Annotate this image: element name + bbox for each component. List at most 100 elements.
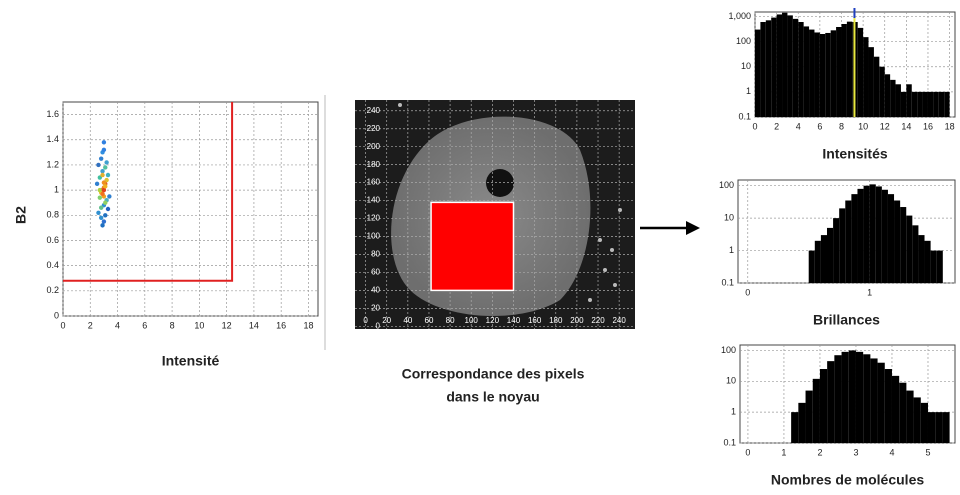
point <box>101 140 107 145</box>
y-tick-label: 0.6 <box>46 235 59 245</box>
bar <box>830 30 837 118</box>
x-tick-label: 2 <box>817 447 822 457</box>
speck <box>398 103 402 107</box>
bar <box>765 20 772 117</box>
bar <box>906 390 914 443</box>
bar <box>803 26 810 118</box>
bar <box>791 412 799 443</box>
y-tick-label: 10 <box>741 61 751 71</box>
bar <box>942 412 950 443</box>
point <box>98 156 104 161</box>
bar <box>884 369 892 443</box>
y-tick-label: 80 <box>371 250 380 259</box>
y-tick-label: 60 <box>371 268 380 277</box>
point <box>94 181 100 187</box>
bar <box>938 91 945 117</box>
x-tick-label: 200 <box>570 316 584 325</box>
bar <box>798 22 804 118</box>
y-tick-label: 200 <box>367 142 381 151</box>
arrow-head <box>686 221 700 235</box>
y-tick-label: 0.1 <box>723 437 736 447</box>
nucleolus <box>486 169 514 197</box>
y-tick-label: 10 <box>726 376 736 386</box>
bar <box>812 378 820 443</box>
bar <box>935 412 943 443</box>
x-tick-label: 160 <box>528 316 542 325</box>
bar <box>890 79 896 117</box>
bar <box>848 350 856 443</box>
speck <box>613 283 617 287</box>
x-tick-label: 12 <box>880 121 890 131</box>
y-axis-label: B2 <box>13 206 29 224</box>
bar <box>884 74 891 117</box>
point <box>103 184 108 189</box>
x-tick-label: 0 <box>363 316 368 325</box>
bar <box>869 184 876 283</box>
x-tick-label: 18 <box>303 320 313 330</box>
x-tick-label: 14 <box>249 320 259 330</box>
point <box>98 205 104 210</box>
bar <box>855 351 864 443</box>
bar <box>814 240 821 283</box>
bar <box>870 358 878 443</box>
x-tick-label: 4 <box>796 121 801 131</box>
bar <box>917 91 923 117</box>
bar <box>834 355 842 443</box>
bar <box>906 84 912 117</box>
bar <box>920 402 928 443</box>
x-tick-label: 10 <box>194 320 204 330</box>
x-tick-label: 240 <box>612 316 626 325</box>
y-tick-label: 240 <box>367 106 381 115</box>
y-tick-label: 1 <box>746 86 751 96</box>
x-tick-label: 18 <box>945 121 955 131</box>
y-tick-label: 1 <box>731 407 736 417</box>
y-tick-label: 100 <box>367 232 381 241</box>
y-tick-label: 40 <box>371 285 380 294</box>
bar <box>913 397 921 443</box>
y-tick-label: 0 <box>54 310 59 320</box>
x-tick-label: 180 <box>549 316 563 325</box>
x-tick-label: 6 <box>817 121 822 131</box>
y-tick-label: 1.2 <box>46 159 59 169</box>
y-tick-label: 0.1 <box>738 111 751 121</box>
point <box>97 195 103 200</box>
bar <box>827 361 835 443</box>
y-tick-label: 20 <box>371 303 380 312</box>
bar <box>841 23 847 117</box>
point <box>96 162 101 168</box>
x-tick-label: 6 <box>142 320 147 330</box>
x-tick-label: 1 <box>781 447 786 457</box>
bar <box>820 235 827 283</box>
speck <box>598 238 602 242</box>
bar <box>826 227 834 283</box>
y-tick-label: 180 <box>367 160 381 169</box>
x-tick-label: 120 <box>486 316 500 325</box>
bar <box>927 412 936 443</box>
x-tick-label: 100 <box>465 316 479 325</box>
x-axis-label: Intensité <box>162 353 220 369</box>
point <box>107 194 112 199</box>
point <box>103 200 108 205</box>
bar <box>911 91 918 117</box>
x-tick-label: 4 <box>889 447 894 457</box>
speck <box>603 268 607 272</box>
bar <box>787 15 793 118</box>
point <box>101 187 107 193</box>
bar <box>912 225 919 283</box>
chart-title: Brillances <box>813 312 880 328</box>
selection <box>430 201 515 292</box>
x-tick-label: 14 <box>901 121 911 131</box>
bar <box>839 208 846 283</box>
point <box>105 206 111 212</box>
point <box>103 213 108 218</box>
caption: dans le noyau <box>446 389 539 405</box>
threshold <box>63 102 234 282</box>
y-tick-label: 220 <box>367 124 381 133</box>
bar <box>846 21 853 117</box>
bar <box>922 91 928 117</box>
bar <box>814 32 820 117</box>
x-tick-label: 0 <box>60 320 65 330</box>
point <box>101 219 107 224</box>
bar <box>877 362 885 443</box>
